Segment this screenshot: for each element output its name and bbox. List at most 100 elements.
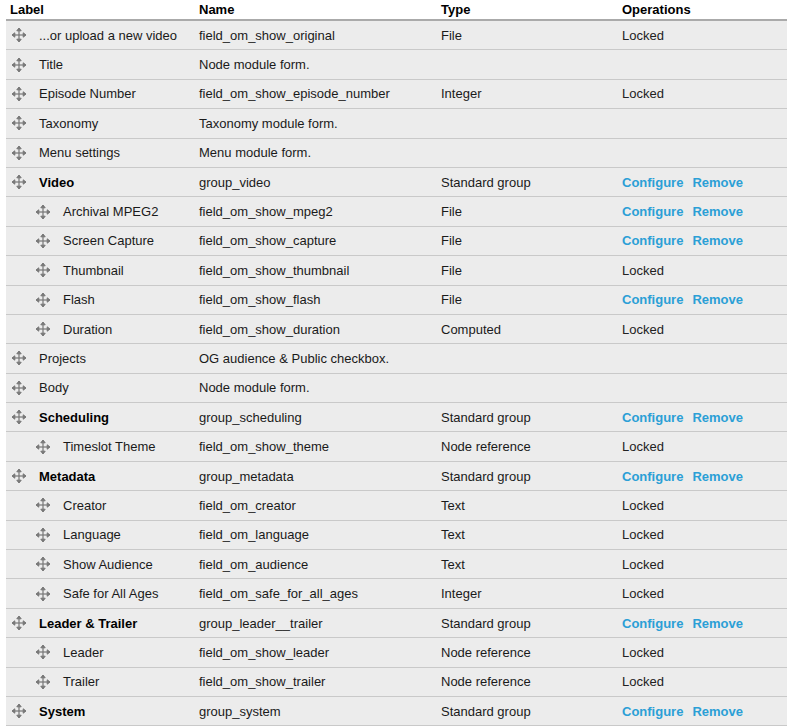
configure-link[interactable]: Configure: [622, 233, 683, 248]
field-operations: Locked: [622, 263, 787, 278]
locked-status: Locked: [622, 263, 664, 278]
field-label-cell: Episode Number: [6, 86, 199, 101]
drag-handle-icon[interactable]: [12, 116, 26, 130]
drag-handle-icon[interactable]: [36, 234, 50, 248]
remove-link[interactable]: Remove: [692, 410, 743, 425]
field-name: field_om_show_theme: [199, 439, 441, 454]
remove-link[interactable]: Remove: [692, 704, 743, 719]
field-name: field_om_show_thumbnail: [199, 263, 441, 278]
table-row: Timeslot Themefield_om_show_themeNode re…: [6, 432, 787, 461]
field-type: File: [441, 292, 622, 307]
remove-link[interactable]: Remove: [692, 233, 743, 248]
field-operations: Locked: [622, 557, 787, 572]
drag-handle-icon[interactable]: [12, 58, 26, 72]
field-type: File: [441, 263, 622, 278]
field-label: Creator: [63, 498, 106, 513]
field-label-cell: Body: [6, 380, 199, 395]
table-row: Schedulinggroup_schedulingStandard group…: [6, 403, 787, 432]
field-label-cell: ...or upload a new video: [6, 28, 199, 43]
field-label: ...or upload a new video: [39, 28, 177, 43]
field-label-cell: Scheduling: [6, 410, 199, 425]
configure-link[interactable]: Configure: [622, 204, 683, 219]
table-row: TitleNode module form.: [6, 50, 787, 79]
field-label-cell: Screen Capture: [6, 233, 199, 248]
field-type: Standard group: [441, 469, 622, 484]
table-row: BodyNode module form.: [6, 374, 787, 403]
field-label: Thumbnail: [63, 263, 124, 278]
drag-handle-icon[interactable]: [12, 146, 26, 160]
locked-status: Locked: [622, 322, 664, 337]
field-label-cell: Projects: [6, 351, 199, 366]
column-header-operations: Operations: [622, 2, 787, 17]
table-row: Metadatagroup_metadataStandard groupConf…: [6, 462, 787, 491]
field-label-cell: Archival MPEG2: [6, 204, 199, 219]
table-header-row: Label Name Type Operations: [6, 0, 787, 21]
drag-handle-icon[interactable]: [12, 351, 26, 365]
field-name: field_om_safe_for_all_ages: [199, 586, 441, 601]
field-label: Safe for All Ages: [63, 586, 158, 601]
table-row: Systemgroup_systemStandard groupConfigur…: [6, 697, 787, 726]
drag-handle-icon[interactable]: [36, 263, 50, 277]
field-name: group_leader__trailer: [199, 616, 441, 631]
field-operations: Locked: [622, 674, 787, 689]
drag-handle-icon[interactable]: [36, 322, 50, 336]
locked-status: Locked: [622, 527, 664, 542]
configure-link[interactable]: Configure: [622, 410, 683, 425]
table-row: TaxonomyTaxonomy module form.: [6, 109, 787, 138]
table-row: ProjectsOG audience & Public checkbox.: [6, 344, 787, 373]
drag-handle-icon[interactable]: [36, 587, 50, 601]
field-operations: Configure Remove: [622, 704, 787, 719]
table-row: Leaderfield_om_show_leaderNode reference…: [6, 638, 787, 667]
field-name: group_metadata: [199, 469, 441, 484]
drag-handle-icon[interactable]: [12, 616, 26, 630]
column-header-label: Label: [6, 2, 199, 17]
drag-handle-icon[interactable]: [36, 498, 50, 512]
drag-handle-icon[interactable]: [12, 469, 26, 483]
field-name: Taxonomy module form.: [199, 116, 441, 131]
table-row: ...or upload a new video field_om_show_or…: [6, 21, 787, 50]
field-name: group_scheduling: [199, 410, 441, 425]
field-type: Standard group: [441, 175, 622, 190]
field-name: field_om_show_original: [199, 28, 441, 43]
remove-link[interactable]: Remove: [692, 292, 743, 307]
remove-link[interactable]: Remove: [692, 616, 743, 631]
field-name: field_om_show_mpeg2: [199, 204, 441, 219]
field-label-cell: Show Audience: [6, 557, 199, 572]
field-name: field_om_audience: [199, 557, 441, 572]
remove-link[interactable]: Remove: [692, 469, 743, 484]
field-name: field_om_show_flash: [199, 292, 441, 307]
drag-handle-icon[interactable]: [36, 205, 50, 219]
configure-link[interactable]: Configure: [622, 469, 683, 484]
remove-link[interactable]: Remove: [692, 204, 743, 219]
field-label-cell: Menu settings: [6, 145, 199, 160]
locked-status: Locked: [622, 86, 664, 101]
drag-handle-icon[interactable]: [36, 440, 50, 454]
drag-handle-icon[interactable]: [12, 175, 26, 189]
field-operations: Locked: [622, 645, 787, 660]
field-label: Archival MPEG2: [63, 204, 158, 219]
drag-handle-icon[interactable]: [12, 381, 26, 395]
configure-link[interactable]: Configure: [622, 175, 683, 190]
field-label-cell: Leader & Trailer: [6, 616, 199, 631]
remove-link[interactable]: Remove: [692, 175, 743, 190]
field-type: File: [441, 233, 622, 248]
drag-handle-icon[interactable]: [12, 87, 26, 101]
drag-handle-icon[interactable]: [36, 557, 50, 571]
drag-handle-icon[interactable]: [36, 528, 50, 542]
field-operations: Configure Remove: [622, 233, 787, 248]
drag-handle-icon[interactable]: [12, 704, 26, 718]
field-operations: Configure Remove: [622, 204, 787, 219]
locked-status: Locked: [622, 674, 664, 689]
field-label: Show Audience: [63, 557, 153, 572]
drag-handle-icon[interactable]: [12, 410, 26, 424]
drag-handle-icon[interactable]: [36, 293, 50, 307]
drag-handle-icon[interactable]: [36, 645, 50, 659]
configure-link[interactable]: Configure: [622, 616, 683, 631]
configure-link[interactable]: Configure: [622, 704, 683, 719]
drag-handle-icon[interactable]: [12, 28, 26, 42]
configure-link[interactable]: Configure: [622, 292, 683, 307]
field-operations: Locked: [622, 322, 787, 337]
drag-handle-icon[interactable]: [36, 675, 50, 689]
field-label-cell: Metadata: [6, 469, 199, 484]
field-label: System: [39, 704, 85, 719]
